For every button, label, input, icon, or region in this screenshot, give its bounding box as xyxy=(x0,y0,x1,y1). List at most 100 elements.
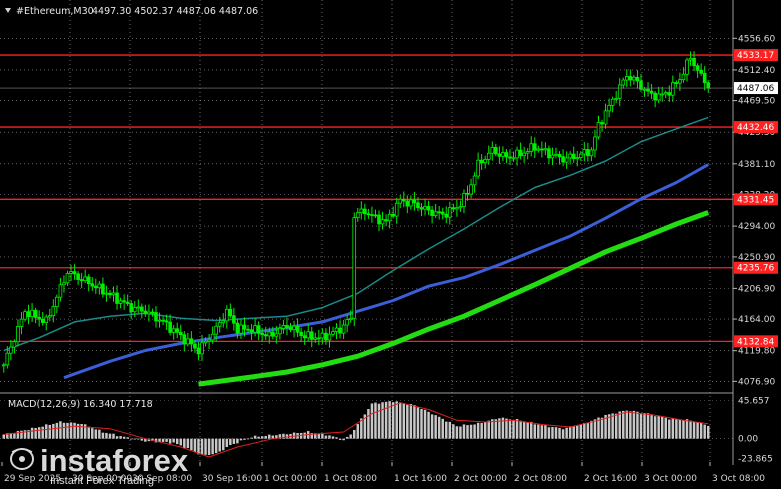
candle xyxy=(285,317,289,336)
candle-body xyxy=(320,332,325,339)
macd-histogram-bar xyxy=(20,430,23,439)
candle-body xyxy=(331,331,335,335)
candle xyxy=(83,269,88,284)
candle xyxy=(288,323,293,333)
macd-histogram-bar xyxy=(275,435,278,439)
macd-histogram-bar xyxy=(154,438,158,443)
macd-histogram-bar xyxy=(544,425,547,439)
macd-histogram-bar xyxy=(115,436,119,439)
macd-histogram-bar xyxy=(629,411,632,439)
candle xyxy=(327,326,332,348)
y-tick-label: 4076.90 xyxy=(738,377,775,387)
macd-histogram-bar xyxy=(45,424,48,439)
candle xyxy=(12,339,17,354)
candle xyxy=(529,136,534,157)
macd-histogram-bar xyxy=(374,402,377,439)
candle-body xyxy=(437,211,442,214)
candle-body xyxy=(663,92,668,95)
candle xyxy=(214,322,218,342)
macd-histogram-bar xyxy=(62,422,66,439)
candle xyxy=(359,201,364,220)
candle-body xyxy=(639,80,643,90)
macd-histogram-bar xyxy=(547,427,551,439)
candle-body xyxy=(575,157,580,160)
candle xyxy=(486,145,491,165)
candle-body xyxy=(12,341,17,348)
candle-body xyxy=(359,208,364,214)
candle xyxy=(380,211,385,230)
candle xyxy=(405,195,410,214)
candle xyxy=(458,200,463,212)
candle xyxy=(51,299,56,323)
candle-body xyxy=(30,309,34,318)
macd-histogram-bar xyxy=(643,413,646,439)
candle-body xyxy=(469,184,473,195)
candle-body xyxy=(699,69,703,74)
macd-histogram-bar xyxy=(55,422,59,439)
candle-body xyxy=(256,325,261,334)
macd-histogram-bar xyxy=(338,438,342,440)
macd-histogram-bar xyxy=(314,433,317,439)
candle xyxy=(132,301,137,318)
y-tick-label: 4164.00 xyxy=(738,315,775,325)
candle-body xyxy=(132,307,137,313)
macd-histogram-bar xyxy=(200,438,204,455)
candle xyxy=(101,277,105,298)
macd-histogram-bar xyxy=(671,418,675,439)
macd-histogram-bar xyxy=(317,433,321,439)
candle xyxy=(525,148,530,160)
macd-histogram-bar xyxy=(565,427,568,439)
candle xyxy=(575,150,580,167)
candle-body xyxy=(62,282,66,286)
x-tick-label: 3 Oct 08:00 xyxy=(712,474,765,484)
candle xyxy=(274,325,279,344)
macd-tick-label: -23.865 xyxy=(738,455,773,465)
candle-body xyxy=(299,331,303,337)
macd-histogram-bar xyxy=(583,422,586,439)
candle xyxy=(246,324,250,333)
candle xyxy=(186,332,190,347)
candle xyxy=(23,309,27,322)
macd-histogram-bar xyxy=(558,427,561,439)
candle xyxy=(582,142,587,162)
candle-body xyxy=(288,327,293,331)
candle-body xyxy=(55,296,59,307)
candle xyxy=(228,303,233,319)
macd-histogram-bar xyxy=(437,416,441,439)
macd-histogram-bar xyxy=(505,418,508,439)
candle-body xyxy=(568,153,572,159)
macd-histogram-bar xyxy=(384,401,388,439)
candle xyxy=(695,63,700,78)
macd-histogram-bar xyxy=(402,403,406,439)
macd-histogram-bar xyxy=(692,421,696,439)
candle-body xyxy=(143,310,148,315)
collapse-triangle-icon[interactable] xyxy=(5,8,11,13)
level-tag-label: 4235.76 xyxy=(737,264,774,274)
macd-histogram-bar xyxy=(246,438,250,440)
candle xyxy=(518,142,523,160)
candle-body xyxy=(642,88,647,91)
candle xyxy=(370,206,374,223)
candle xyxy=(143,304,148,317)
level-tag-label: 4533.17 xyxy=(737,51,774,61)
candle-body xyxy=(334,327,339,333)
candle xyxy=(302,330,307,345)
macd-histogram-bar xyxy=(572,426,575,439)
candle-body xyxy=(72,271,77,275)
macd-histogram-bar xyxy=(243,438,246,440)
candle xyxy=(352,212,357,327)
current-price-tag xyxy=(734,82,778,95)
candle-body xyxy=(674,82,679,85)
candle-body xyxy=(23,311,27,320)
candle xyxy=(554,147,558,159)
candle xyxy=(9,339,13,361)
candle-body xyxy=(200,342,204,355)
candle-body xyxy=(494,147,498,155)
candle xyxy=(501,146,505,162)
macd-histogram-bar xyxy=(491,419,494,439)
macd-histogram-bar xyxy=(225,438,229,448)
candle-body xyxy=(168,321,172,333)
candle xyxy=(639,73,643,92)
candle xyxy=(62,275,66,293)
